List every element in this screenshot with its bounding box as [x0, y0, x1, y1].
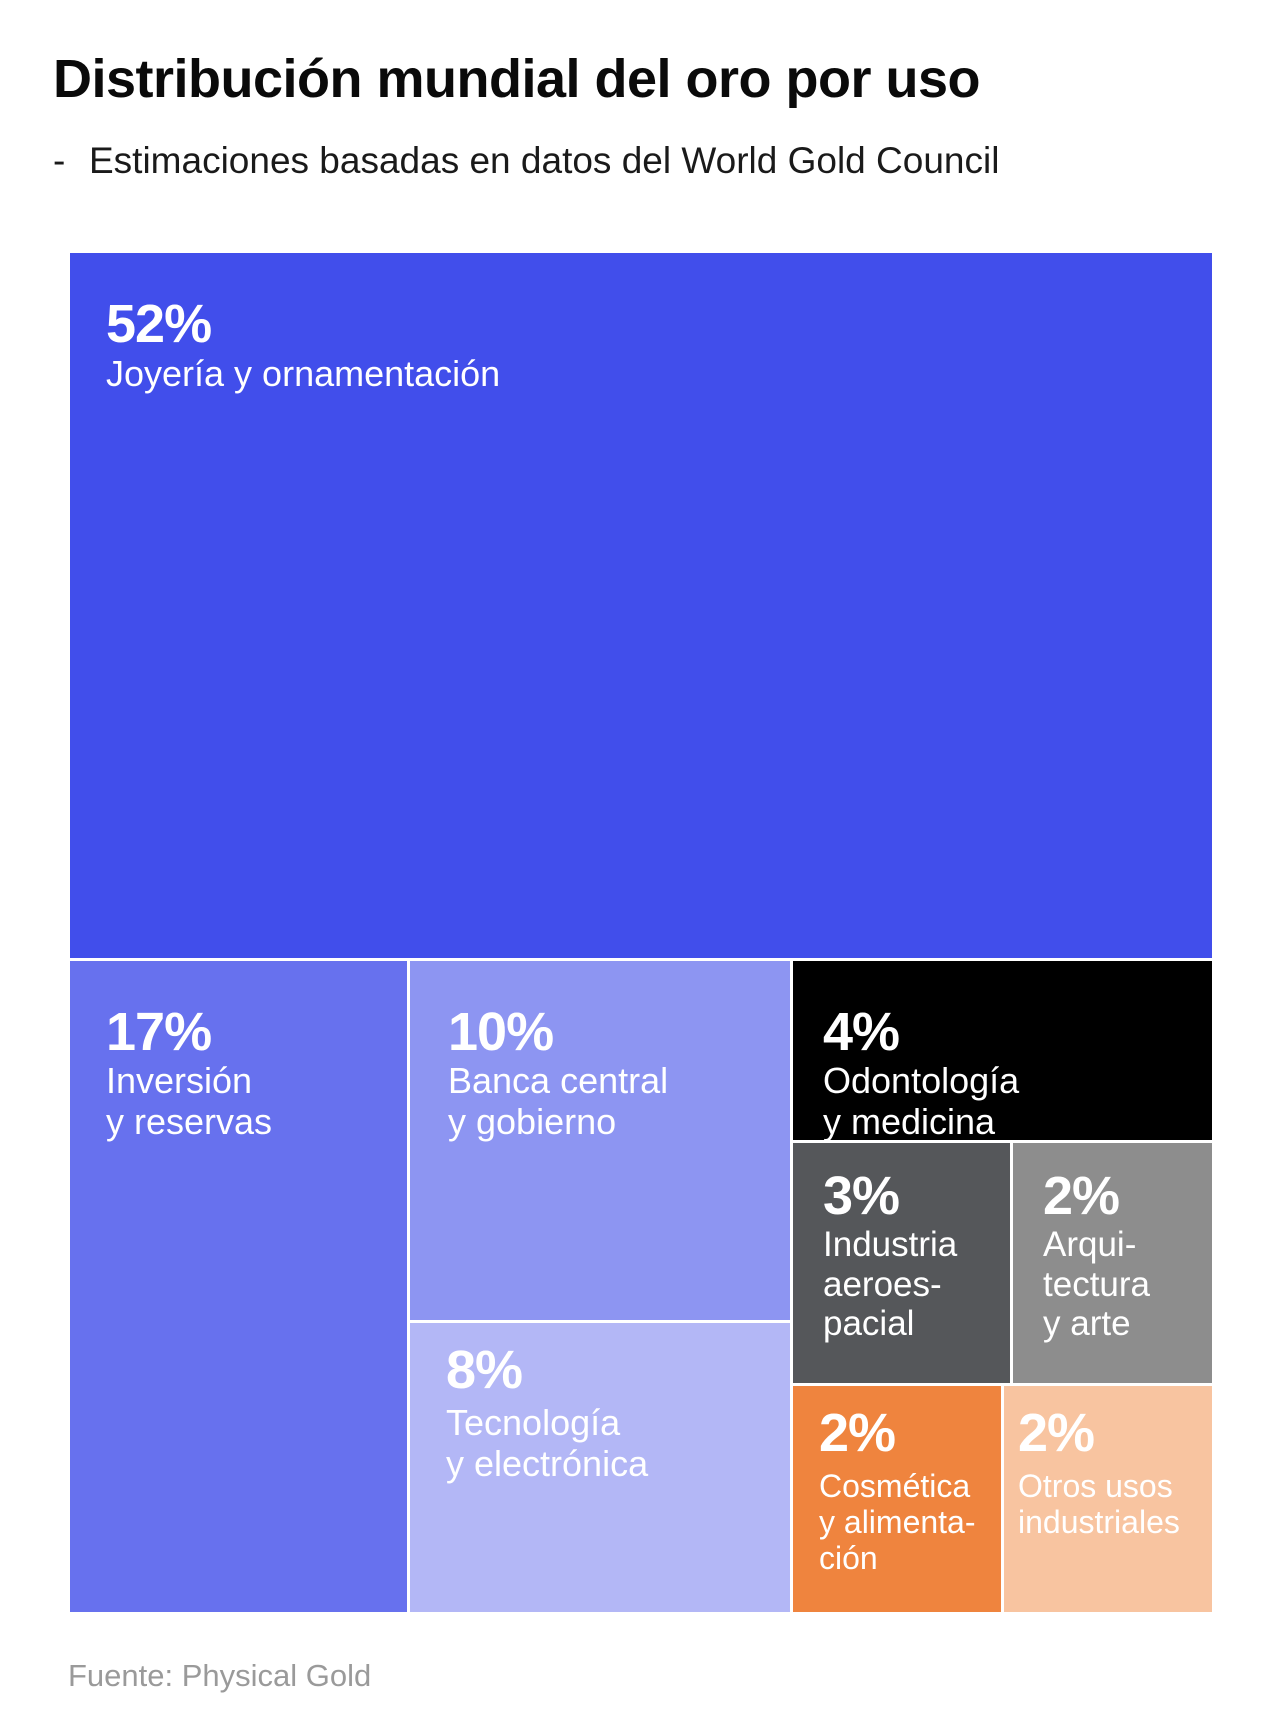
treemap-category-label: Banca central y gobierno [448, 1060, 669, 1142]
treemap-category-label: Joyería y ornamentación [106, 353, 501, 394]
treemap-cell-tecnologia: 8% Tecnología y electrónica [410, 1323, 790, 1612]
treemap-category-label: Industria aeroes- pacial [823, 1225, 958, 1344]
treemap-category-label: Tecnología y electrónica [446, 1402, 649, 1484]
subtitle-text: Estimaciones basadas en datos del World … [89, 140, 1000, 181]
treemap-value-label: 4% [823, 1002, 900, 1062]
treemap-value-label: 2% [819, 1403, 896, 1463]
chart-title: Distribución mundial del oro por uso [53, 49, 981, 109]
subtitle-dash: - [53, 140, 66, 181]
treemap-value-label: 52% [106, 294, 212, 354]
treemap-value-label: 8% [446, 1340, 523, 1400]
treemap-category-label: Odontología y medicina [823, 1060, 1020, 1140]
chart-subtitle: - Estimaciones basadas en datos del World… [53, 140, 999, 182]
treemap-value-label: 2% [1043, 1166, 1120, 1226]
treemap-cell-cosmetica: 2% Cosmética y alimenta- ción [793, 1386, 1001, 1612]
treemap-category-label: Inversión y reservas [106, 1060, 273, 1142]
treemap-cell-joyeria: 52% Joyería y ornamentación [70, 253, 1212, 958]
treemap-value-label: 3% [823, 1166, 900, 1226]
treemap-value-label: 17% [106, 1002, 212, 1062]
treemap-value-label: 10% [448, 1002, 554, 1062]
treemap-cell-odontologia: 4% Odontología y medicina [793, 961, 1212, 1140]
treemap-value-label: 2% [1018, 1403, 1095, 1463]
treemap-category-label: Arqui- tectura y arte [1043, 1225, 1150, 1344]
treemap-category-label: Cosmética y alimenta- ción [819, 1468, 976, 1577]
treemap-cell-inversion: 17% Inversión y reservas [70, 961, 407, 1612]
treemap-cell-banca: 10% Banca central y gobierno [410, 961, 790, 1320]
source-note: Fuente: Physical Gold [68, 1658, 372, 1693]
treemap-cell-aeroespacial: 3% Industria aeroes- pacial [793, 1143, 1010, 1383]
treemap-cell-arquitectura: 2% Arqui- tectura y arte [1013, 1143, 1212, 1383]
treemap-cell-otros: 2% Otros usos industriales [1004, 1386, 1212, 1612]
treemap-category-label: Otros usos industriales [1018, 1468, 1180, 1541]
